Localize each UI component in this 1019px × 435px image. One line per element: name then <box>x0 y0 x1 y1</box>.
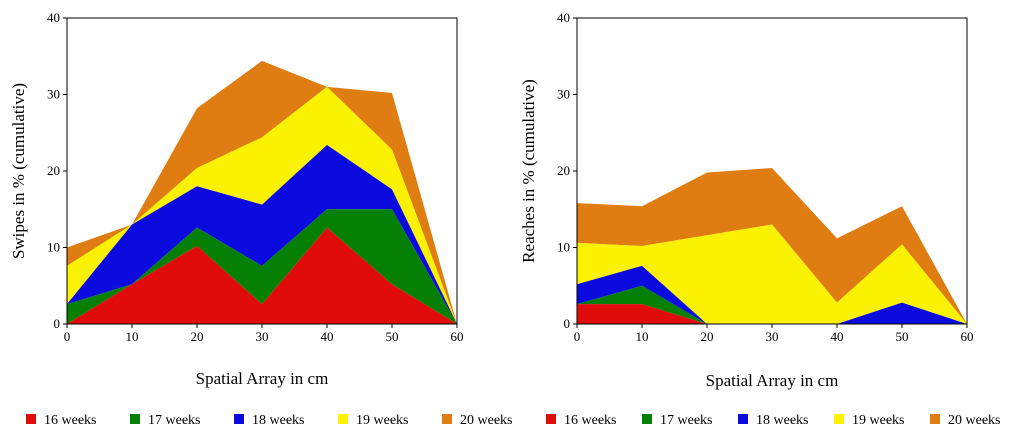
swipes-area-16-weeks <box>67 227 457 324</box>
reaches-x-tick-label: 20 <box>701 329 714 344</box>
reaches-y-tick-label: 40 <box>557 10 570 25</box>
swipes-legend-label-19-weeks: 19 weeks <box>356 413 409 428</box>
swipes-legend-swatch-19-weeks <box>338 414 348 424</box>
reaches-legend-swatch-17-weeks <box>642 414 652 424</box>
reaches-x-tick-label: 50 <box>896 329 909 344</box>
reaches-legend-swatch-20-weeks <box>930 414 940 424</box>
reaches-ticks: 0 10 20 30 40 50 60 0 10 20 30 40 <box>557 10 974 344</box>
reaches-area-17-weeks <box>577 285 967 324</box>
reaches-area-20-weeks <box>577 167 967 324</box>
swipes-y-axis-label: Swipes in % (cumulative) <box>9 83 28 259</box>
reaches-y-tick-label: 20 <box>557 163 570 178</box>
swipes-y-tick-label: 40 <box>47 10 60 25</box>
reaches-y-axis-label: Reaches in % (cumulative) <box>519 79 538 263</box>
reaches-legend-swatch-19-weeks <box>834 414 844 424</box>
swipes-areas <box>67 60 457 325</box>
reaches-legend-label-16-weeks: 16 weeks <box>564 413 617 428</box>
swipes-area-17-weeks <box>67 209 457 324</box>
reaches-x-tick-label: 30 <box>766 329 779 344</box>
swipes-x-tick-label: 60 <box>451 329 464 344</box>
swipes-x-tick-label: 50 <box>386 329 399 344</box>
swipes-legend-label-18-weeks: 18 weeks <box>252 413 305 428</box>
reaches-y-tick-label: 0 <box>564 316 571 331</box>
swipes-y-tick-label: 10 <box>47 240 60 255</box>
reaches-x-tick-label: 60 <box>961 329 974 344</box>
swipes-chart: 0 10 20 30 40 50 60 0 10 20 30 40 Spatial Array in … <box>9 10 513 428</box>
swipes-legend-label-16-weeks: 16 weeks <box>44 413 97 428</box>
reaches-legend-label-19-weeks: 19 weeks <box>852 413 905 428</box>
swipes-legend: 16 weeks 17 weeks 18 weeks 19 weeks 20 weeks <box>26 413 513 428</box>
reaches-y-tick-label: 10 <box>557 240 570 255</box>
reaches-legend-label-18-weeks: 18 weeks <box>756 413 809 428</box>
reaches-area-18-weeks <box>577 265 967 324</box>
swipes-y-tick-label: 30 <box>47 87 60 102</box>
swipes-ticks: 0 10 20 30 40 50 60 0 10 20 30 40 <box>47 10 464 344</box>
reaches-area-16-weeks <box>577 304 967 324</box>
reaches-x-tick-label: 10 <box>636 329 649 344</box>
swipes-x-tick-label: 40 <box>321 329 334 344</box>
reaches-x-axis-label: Spatial Array in cm <box>706 371 839 390</box>
reaches-legend-label-17-weeks: 17 weeks <box>660 413 713 428</box>
swipes-x-tick-label: 10 <box>126 329 139 344</box>
swipes-area-19-weeks <box>67 86 457 324</box>
reaches-areas <box>577 167 967 324</box>
reaches-area-19-weeks <box>577 224 967 324</box>
swipes-x-axis-label: Spatial Array in cm <box>196 369 329 388</box>
swipes-area-18-weeks <box>67 144 457 324</box>
swipes-legend-label-17-weeks: 17 weeks <box>148 413 201 428</box>
reaches-legend-swatch-16-weeks <box>546 414 556 424</box>
swipes-legend-swatch-18-weeks <box>234 414 244 424</box>
reaches-chart: 0 10 20 30 40 50 60 0 10 20 30 40 Spatial Array in … <box>519 10 1001 428</box>
swipes-legend-swatch-20-weeks <box>442 414 452 424</box>
swipes-legend-swatch-17-weeks <box>130 414 140 424</box>
reaches-x-tick-label: 40 <box>831 329 844 344</box>
swipes-x-tick-label: 0 <box>64 329 71 344</box>
reaches-legend-swatch-18-weeks <box>738 414 748 424</box>
swipes-x-tick-label: 20 <box>191 329 204 344</box>
reaches-y-tick-label: 30 <box>557 87 570 102</box>
reaches-legend: 16 weeks 17 weeks 18 weeks 19 weeks 20 weeks <box>546 413 1001 428</box>
swipes-y-tick-label: 0 <box>54 316 61 331</box>
swipes-x-tick-label: 30 <box>256 329 269 344</box>
swipes-legend-label-20-weeks: 20 weeks <box>460 413 513 428</box>
swipes-legend-swatch-16-weeks <box>26 414 36 424</box>
reaches-x-tick-label: 0 <box>574 329 581 344</box>
reaches-legend-label-20-weeks: 20 weeks <box>948 413 1001 428</box>
swipes-area-20-weeks <box>67 60 457 325</box>
swipes-y-tick-label: 20 <box>47 163 60 178</box>
